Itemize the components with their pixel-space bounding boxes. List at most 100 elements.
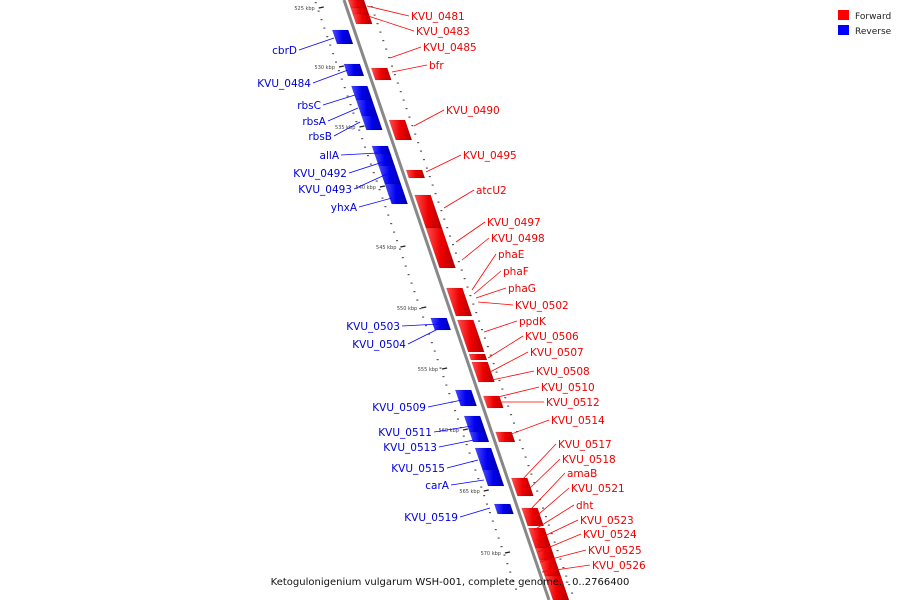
reverse-gene-label[interactable]: KVU_0503 bbox=[346, 321, 400, 333]
leader-line bbox=[533, 504, 575, 531]
forward-gene-label[interactable]: phaE bbox=[498, 249, 524, 261]
leader-line bbox=[358, 197, 393, 208]
forward-gene-label[interactable]: KVU_0523 bbox=[580, 515, 634, 527]
ladder-dot bbox=[398, 248, 401, 250]
reverse-gene-label[interactable]: KVU_0492 bbox=[293, 168, 347, 180]
tick-mark bbox=[483, 489, 489, 492]
leader-line bbox=[473, 270, 502, 295]
forward-gene-label[interactable]: KVU_0517 bbox=[558, 439, 612, 451]
ladder-dot bbox=[381, 197, 384, 199]
ladder-dot bbox=[509, 571, 512, 573]
leader-line bbox=[455, 221, 486, 243]
reverse-gene-label[interactable]: KVU_0519 bbox=[404, 512, 458, 524]
ladder-dot bbox=[440, 210, 443, 212]
forward-gene-label[interactable]: KVU_0485 bbox=[423, 42, 477, 54]
forward-gene-label[interactable]: KVU_0514 bbox=[551, 415, 605, 427]
forward-gene-label[interactable]: KVU_0497 bbox=[487, 217, 541, 229]
reverse-gene-label[interactable]: allA bbox=[320, 150, 340, 162]
leader-line bbox=[322, 94, 356, 106]
forward-gene-label[interactable]: KVU_0512 bbox=[546, 397, 600, 409]
forward-gene-label[interactable]: KVU_0508 bbox=[536, 366, 590, 378]
forward-gene-label[interactable]: KVU_0518 bbox=[562, 454, 616, 466]
reverse-gene-label[interactable]: rbsB bbox=[308, 131, 332, 143]
forward-gene-label[interactable]: dht bbox=[576, 500, 593, 512]
forward-gene-label[interactable]: KVU_0526 bbox=[592, 560, 646, 572]
ladder-dot bbox=[420, 150, 423, 152]
ladder-dot bbox=[329, 44, 332, 46]
ladder-dot bbox=[391, 65, 394, 67]
forward-gene-label[interactable]: KVU_0525 bbox=[588, 545, 642, 557]
ladder-dot bbox=[428, 176, 431, 178]
leader-line bbox=[477, 301, 514, 306]
forward-gene-label[interactable]: KVU_0507 bbox=[530, 347, 584, 359]
tick-mark bbox=[441, 367, 448, 370]
ladder-dot bbox=[387, 214, 390, 216]
reverse-gene-block bbox=[493, 503, 514, 515]
leader-line bbox=[537, 533, 582, 553]
forward-gene-label[interactable]: KVU_0524 bbox=[583, 529, 637, 541]
ladder-dot bbox=[521, 448, 524, 450]
ladder-dot bbox=[533, 482, 536, 484]
ladder-dot bbox=[358, 129, 361, 131]
forward-gene-label[interactable]: KVU_0495 bbox=[463, 150, 517, 162]
forward-gene-label[interactable]: KVU_0498 bbox=[491, 233, 545, 245]
forward-gene-label[interactable]: KVU_0506 bbox=[525, 331, 579, 343]
ladder-dot bbox=[349, 104, 352, 106]
forward-gene-label[interactable]: KVU_0481 bbox=[411, 11, 465, 23]
ladder-dot bbox=[388, 57, 391, 59]
ladder-dot bbox=[503, 554, 506, 556]
forward-gene-label[interactable]: atcU2 bbox=[476, 185, 507, 197]
reverse-gene-label[interactable]: KVU_0493 bbox=[298, 184, 352, 196]
forward-track bbox=[347, 0, 570, 600]
leader-line bbox=[529, 472, 566, 511]
reverse-gene-label[interactable]: KVU_0509 bbox=[372, 402, 426, 414]
leader-line bbox=[298, 37, 335, 51]
ladder-dot bbox=[489, 354, 492, 356]
ladder-dot bbox=[483, 337, 486, 339]
ladder-dot bbox=[512, 422, 515, 424]
ladder-dot bbox=[480, 486, 483, 488]
leader-line bbox=[505, 419, 550, 437]
forward-gene-label[interactable]: phaF bbox=[503, 266, 529, 278]
reverse-gene-label[interactable]: KVU_0484 bbox=[257, 78, 311, 90]
reverse-gene-label[interactable]: carA bbox=[425, 480, 450, 492]
ladder-dot bbox=[340, 78, 343, 80]
forward-gene-label[interactable]: KVU_0483 bbox=[416, 26, 470, 38]
ladder-dot bbox=[530, 473, 533, 475]
leader-line bbox=[489, 351, 529, 373]
forward-gene-label[interactable]: amaB bbox=[567, 468, 597, 480]
forward-gene-label[interactable]: ppdK bbox=[519, 316, 547, 328]
ladder-dot bbox=[497, 537, 500, 539]
ladder-dot bbox=[454, 252, 457, 254]
forward-gene-label[interactable]: KVU_0502 bbox=[515, 300, 569, 312]
reverse-gene-label[interactable]: cbrD bbox=[272, 45, 297, 57]
forward-gene-label[interactable]: KVU_0521 bbox=[571, 483, 625, 495]
forward-gene-block bbox=[482, 395, 504, 409]
ladder-dot bbox=[425, 167, 428, 169]
ladder-dot bbox=[375, 180, 378, 182]
reverse-gene-label[interactable]: KVU_0504 bbox=[352, 339, 406, 351]
leader-line bbox=[531, 487, 570, 521]
ladder-dot bbox=[433, 350, 436, 352]
reverse-gene-label[interactable]: KVU_0515 bbox=[391, 463, 445, 475]
tick-mark bbox=[400, 245, 406, 248]
ladder-dot bbox=[370, 6, 373, 8]
tick-label: 530 kbp bbox=[315, 65, 335, 71]
forward-gene-block bbox=[544, 575, 570, 600]
ladder-dot bbox=[547, 524, 550, 526]
reverse-gene-label[interactable]: KVU_0511 bbox=[378, 427, 432, 439]
leader-line bbox=[446, 459, 479, 469]
forward-gene-label[interactable]: KVU_0510 bbox=[541, 382, 595, 394]
reverse-gene-label[interactable]: rbsC bbox=[297, 100, 321, 112]
reverse-gene-label[interactable]: yhxA bbox=[331, 202, 358, 214]
forward-gene-label[interactable]: phaG bbox=[508, 283, 536, 295]
forward-gene-label[interactable]: KVU_0490 bbox=[446, 105, 500, 117]
ladder-dot bbox=[463, 278, 466, 280]
ladder-dot bbox=[379, 31, 382, 33]
ladder-dot bbox=[477, 478, 480, 480]
reverse-gene-label[interactable]: KVU_0513 bbox=[383, 442, 437, 454]
ladder-dot bbox=[449, 235, 452, 237]
forward-gene-label[interactable]: bfr bbox=[429, 60, 444, 72]
reverse-gene-label[interactable]: rbsA bbox=[302, 116, 326, 128]
ladder-dot bbox=[417, 142, 420, 144]
